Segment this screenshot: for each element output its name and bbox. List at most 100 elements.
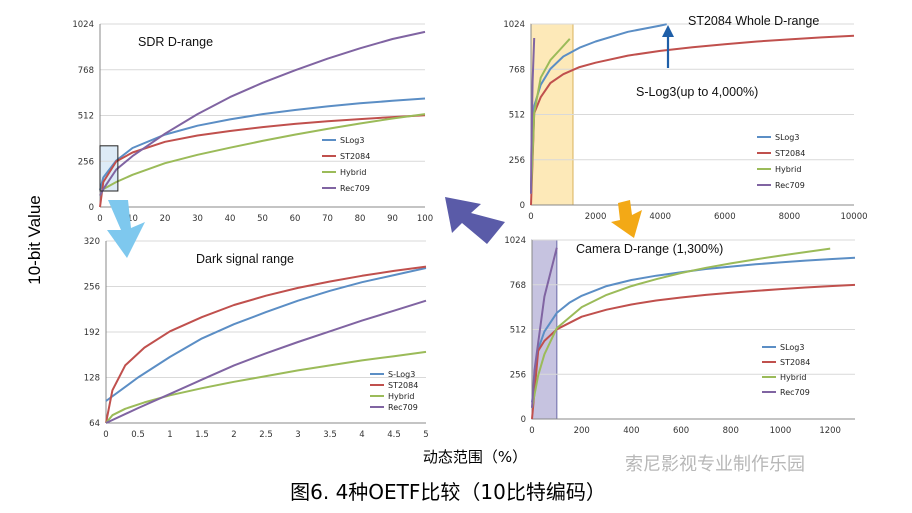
- y-tick-label: 0: [521, 415, 526, 425]
- x-tick-label: 1.5: [195, 430, 209, 440]
- y-tick-label: 0: [520, 201, 525, 211]
- x-tick-label: 200: [574, 426, 590, 436]
- y-tick-label: 1024: [72, 20, 94, 30]
- series-line-hybrid: [531, 247, 831, 408]
- legend-label: S-Log3: [388, 370, 415, 379]
- x-tick-label: 1: [167, 430, 172, 440]
- y-tick-label: 256: [509, 156, 525, 166]
- series-line-rec709: [531, 247, 558, 408]
- y-tick-label: 768: [509, 65, 525, 75]
- x-tick-label: 0: [103, 430, 108, 440]
- x-tick-label: 2.5: [259, 430, 273, 440]
- x-tick-label: 4.5: [387, 430, 401, 440]
- series-line-st2084: [105, 265, 427, 424]
- series-line-rec709: [105, 299, 427, 424]
- legend-label: Rec709: [340, 184, 370, 193]
- chart-title: Camera D-range (1,300%): [576, 242, 723, 256]
- x-tick-label: 60: [290, 214, 301, 224]
- series-line-st2084: [99, 114, 426, 208]
- legend-label: Hybrid: [775, 165, 801, 174]
- y-tick-label: 768: [78, 66, 94, 76]
- x-tick-label: 3.5: [323, 430, 337, 440]
- x-tick-label: 90: [387, 214, 398, 224]
- y-tick-label: 0: [89, 203, 94, 213]
- legend-label: Hybrid: [388, 392, 414, 401]
- series-line-slog3: [531, 256, 856, 403]
- y-tick-label: 512: [510, 326, 526, 336]
- x-tick-label: 2000: [585, 212, 607, 222]
- series-line-rec709: [99, 30, 426, 197]
- y-tick-label: 512: [509, 111, 525, 121]
- x-tick-label: 600: [673, 426, 689, 436]
- x-axis-label: 动态范围（%）: [423, 448, 527, 466]
- y-tick-label: 256: [78, 157, 94, 167]
- y-tick-label: 512: [78, 112, 94, 122]
- x-tick-label: 40: [225, 214, 236, 224]
- x-tick-label: 0: [97, 214, 102, 224]
- legend-label: ST2084: [340, 152, 370, 161]
- chart-annotation: S-Log3(up to 4,000%): [636, 85, 758, 99]
- y-tick-label: 128: [84, 374, 100, 384]
- x-tick-label: 0: [528, 212, 533, 222]
- series-line-hybrid: [530, 38, 571, 194]
- y-tick-label: 1024: [504, 236, 526, 246]
- legend-label: Hybrid: [780, 373, 806, 382]
- chart-sdr: 0 256 512 768 1024 0 10 20 30 40 50 60 70 80 90 100 SLog…: [72, 20, 433, 224]
- x-tick-label: 3: [295, 430, 300, 440]
- y-tick-label: 1024: [503, 20, 525, 30]
- x-tick-label: 100: [417, 214, 433, 224]
- x-tick-label: 30: [192, 214, 203, 224]
- x-tick-label: 0: [529, 426, 534, 436]
- series-line-st2084: [531, 283, 856, 420]
- y-tick-label: 320: [84, 237, 100, 247]
- chart-title: Dark signal range: [196, 252, 294, 266]
- chart-dark: 64 128 192 256 320 0 0.5 1 1.5 2 2.5 3 3.5 4 4.5 5 S-Log…: [84, 237, 429, 440]
- series-line-hybrid: [105, 350, 427, 424]
- watermark: 索尼影视专业制作乐园: [625, 454, 805, 475]
- figure-caption: 图6. 4种OETF比较（10比特编码）: [290, 480, 606, 504]
- up-arrowhead-icon: [662, 25, 674, 37]
- y-tick-label: 256: [510, 370, 526, 380]
- x-tick-label: 800: [723, 426, 739, 436]
- x-tick-label: 8000: [779, 212, 801, 222]
- legend-label: Rec709: [775, 181, 805, 190]
- x-tick-label: 5: [423, 430, 428, 440]
- x-tick-label: 10000: [840, 212, 867, 222]
- legend-label: ST2084: [775, 149, 805, 158]
- chart-camera: 0 256 512 768 1024 0 200 400 600 800 1000 1200 SLog3…: [504, 236, 856, 436]
- y-axis-label: 10-bit Value: [25, 195, 44, 284]
- legend-label: Rec709: [388, 403, 418, 412]
- legend-label: ST2084: [780, 358, 810, 367]
- x-tick-label: 80: [355, 214, 366, 224]
- series-line-hybrid: [99, 113, 426, 197]
- x-tick-label: 20: [160, 214, 171, 224]
- x-tick-label: 1000: [770, 426, 792, 436]
- x-tick-label: 2: [231, 430, 236, 440]
- y-tick-label: 192: [84, 328, 100, 338]
- series-line-st2084: [530, 34, 855, 206]
- y-tick-label: 256: [84, 283, 100, 293]
- zoom-box: [99, 145, 119, 192]
- x-tick-label: 4000: [649, 212, 671, 222]
- x-tick-label: 6000: [714, 212, 736, 222]
- y-tick-label: 768: [510, 281, 526, 291]
- legend-label: SLog3: [340, 136, 364, 145]
- arrow-down-icon: [611, 200, 642, 238]
- series-line-s-log3: [105, 267, 427, 402]
- x-tick-label: 1200: [819, 426, 841, 436]
- series-line-rec709: [530, 37, 536, 194]
- x-tick-label: 50: [257, 214, 268, 224]
- x-tick-label: 4: [359, 430, 364, 440]
- legend-label: SLog3: [780, 343, 804, 352]
- legend-label: SLog3: [775, 133, 799, 142]
- x-tick-label: 0.5: [131, 430, 145, 440]
- x-tick-label: 70: [322, 214, 333, 224]
- chart-title: ST2084 Whole D-range: [688, 14, 819, 28]
- chart-whole: 0 256 512 768 1024 0 2000 4000 6000 8000 10000 SLog…: [503, 14, 867, 222]
- arrow-up-left-icon: [445, 197, 505, 244]
- legend-label: ST2084: [388, 381, 418, 390]
- x-tick-label: 400: [623, 426, 639, 436]
- legend-label: Rec709: [780, 388, 810, 397]
- legend-label: Hybrid: [340, 168, 366, 177]
